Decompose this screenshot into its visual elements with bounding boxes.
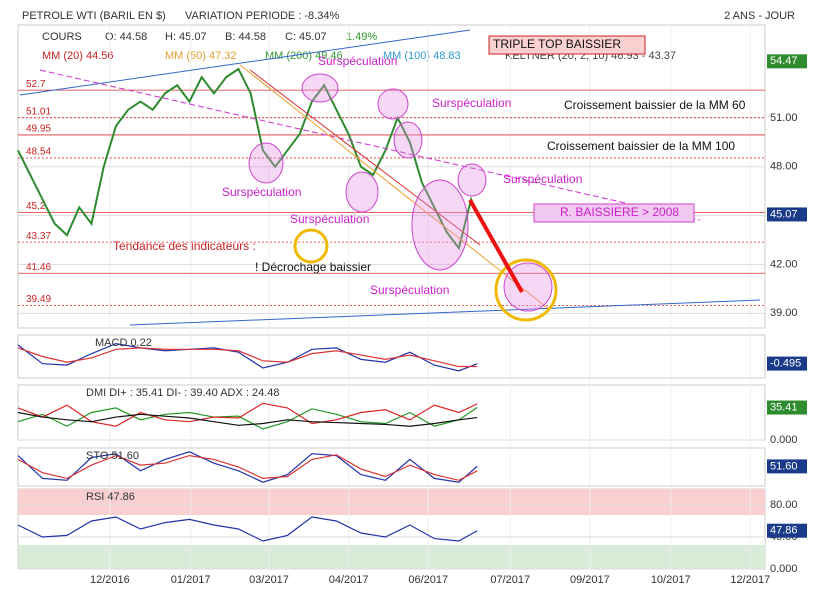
current-label: 51.60	[770, 460, 798, 472]
legend-mm20: MM (20) 44.56	[42, 50, 114, 62]
panel-label: MACD 0.22	[95, 337, 152, 349]
trend-line	[239, 64, 551, 311]
rsi-overbought-band	[18, 489, 765, 515]
instrument: PETROLE WTI (BARIL EN $)	[22, 10, 166, 22]
y-tick-label: 80.00	[770, 499, 798, 511]
x-tick-label: 04/2017	[329, 574, 369, 586]
highlight	[377, 88, 409, 120]
current-label: 35.41	[770, 401, 798, 413]
x-tick-label: 09/2017	[570, 574, 610, 586]
legend-mm50: MM (50) 47.32	[165, 50, 237, 62]
series-line	[17, 67, 479, 251]
x-tick-label: 07/2017	[490, 574, 530, 586]
level-label: 52.7	[26, 79, 46, 90]
annotation: TRIPLE TOP BAISSIER	[493, 37, 621, 51]
series-line	[17, 454, 478, 481]
trend-line	[129, 299, 761, 326]
series-line	[17, 516, 478, 542]
current-box	[767, 459, 807, 474]
level-label: 39.49	[26, 294, 51, 305]
y-tick-label: 39.00	[770, 307, 798, 319]
level-label: 45.2	[26, 201, 46, 212]
annotation: R. BAISSIERE > 2008	[560, 205, 679, 219]
highlight	[411, 179, 469, 271]
highlight	[301, 73, 339, 103]
legend-high: H: 45.07	[165, 31, 207, 43]
x-tick-label: 10/2017	[651, 574, 691, 586]
highlight	[393, 121, 423, 159]
highlight	[345, 171, 379, 213]
series-line	[17, 402, 478, 427]
arrow	[468, 199, 524, 293]
annotation: Croissement baissier de la MM 100	[547, 139, 735, 153]
highlight	[248, 142, 284, 184]
legend-open: O: 44.58	[105, 31, 147, 43]
x-tick-label: 01/2017	[171, 574, 211, 586]
panel-label: STO 51.60	[86, 450, 139, 462]
annotation: Surspéculation	[290, 212, 369, 226]
period: 2 ANS - JOUR	[724, 10, 795, 22]
annotation: Surspéculation	[432, 96, 511, 110]
panel-label: DMI DI+ : 35.41 DI- : 39.40 ADX : 24.48	[86, 387, 280, 399]
highlight	[457, 163, 487, 197]
annotation-box	[488, 35, 646, 55]
series-line	[17, 451, 478, 483]
series-line	[17, 342, 478, 372]
y-tick-label: 0.000	[770, 434, 798, 446]
y-tick-label: 51.00	[770, 112, 798, 124]
current-box	[767, 207, 807, 222]
level-label: 49.95	[26, 124, 51, 135]
annotation: Tendance des indicateurs :	[113, 239, 256, 253]
y-tick-label: 0.000	[770, 563, 798, 575]
current-label: 47.86	[770, 525, 798, 537]
marker-box	[767, 54, 807, 69]
trend-line	[19, 29, 471, 96]
annotation: Surspéculation	[222, 185, 301, 199]
annotation: Surspéculation	[503, 172, 582, 186]
trend-line	[249, 69, 481, 246]
series-line	[17, 407, 478, 430]
variation: VARIATION PERIODE : -8.34%	[185, 10, 339, 22]
level-label: 43.37	[26, 231, 51, 242]
annotation: Surspéculation	[318, 54, 397, 68]
panel-frame	[17, 334, 766, 379]
current-label: -0.495	[770, 358, 801, 370]
marker-label: 54.47	[770, 55, 798, 67]
panel-label: RSI 47.86	[86, 491, 135, 503]
series-line	[17, 411, 478, 427]
current-box	[767, 400, 807, 415]
series-line	[17, 347, 478, 368]
annotation-box	[533, 203, 695, 223]
panel-frame	[17, 24, 766, 329]
legend-change: 1.49%	[346, 31, 377, 43]
rsi-oversold-band	[18, 545, 765, 569]
highlight	[503, 262, 553, 312]
legend-close: C: 45.07	[285, 31, 327, 43]
target-ring	[494, 258, 558, 322]
signal-ring	[293, 228, 329, 264]
annotation: ! Décrochage baissier	[255, 260, 371, 274]
x-tick-label: 12/2017	[730, 574, 770, 586]
x-tick-label: 06/2017	[408, 574, 448, 586]
current-box	[767, 356, 807, 371]
legend-low: B: 44.58	[225, 31, 266, 43]
legend-mm100: MM (100) 48.83	[383, 50, 461, 62]
legend-mm200: MM (200) 49.46	[265, 50, 343, 62]
y-tick-label: 42.00	[770, 258, 798, 270]
x-tick-label: 03/2017	[249, 574, 289, 586]
legend-cours: COURS	[42, 31, 82, 43]
level-label: 48.54	[26, 147, 51, 158]
level-label: 41.46	[26, 262, 51, 273]
level-label: 51.01	[26, 106, 51, 117]
current-box	[767, 523, 807, 538]
current-label: 45.07	[770, 208, 798, 220]
trend-line	[39, 69, 701, 221]
annotation: Croissement baissier de la MM 60	[564, 98, 746, 112]
x-tick-label: 12/2016	[90, 574, 130, 586]
y-tick-label: 48.00	[770, 161, 798, 173]
panel-frame	[17, 447, 766, 487]
annotation: Surspéculation	[370, 283, 449, 297]
